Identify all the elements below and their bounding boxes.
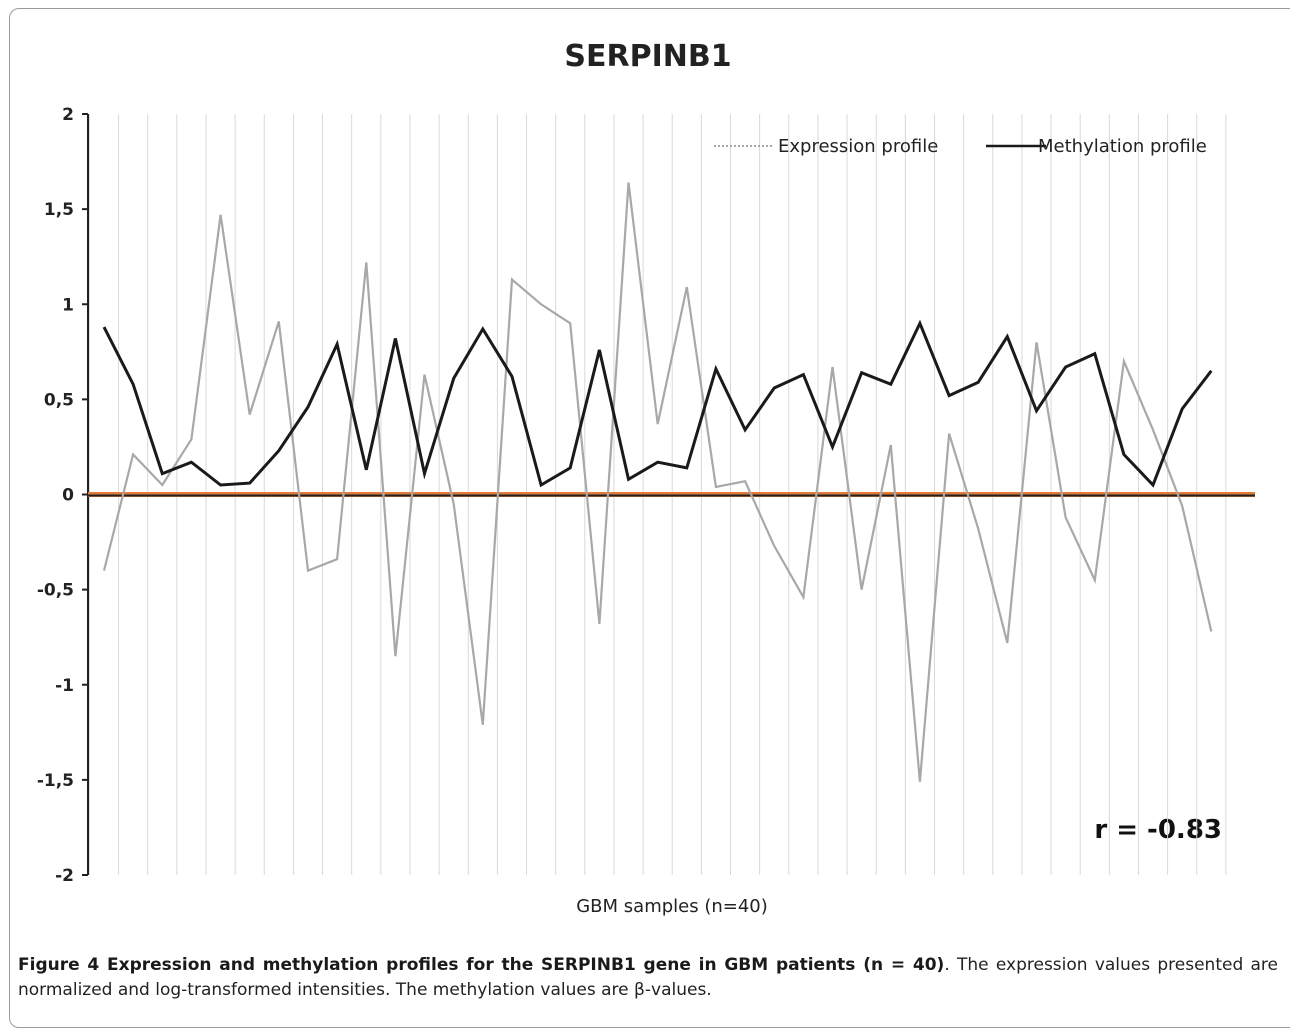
annotation: r = -0.83 bbox=[1094, 815, 1222, 845]
methylation-line bbox=[102, 319, 1213, 488]
caption: Figure 4 Expression and methylation prof… bbox=[18, 953, 1278, 1003]
y-tick-label: 0,5 bbox=[44, 390, 74, 410]
y-tick-label: -1,5 bbox=[37, 771, 74, 791]
chart: SERPINB1 GBM samples (n=40) r = -0.83 -2… bbox=[37, 39, 1255, 917]
expression-line bbox=[102, 182, 1213, 782]
legend-label: Methylation profile bbox=[1038, 136, 1207, 157]
chart-title: SERPINB1 bbox=[564, 39, 731, 74]
legend-label: Expression profile bbox=[778, 136, 938, 157]
y-tick-label: -1 bbox=[55, 676, 74, 696]
y-tick-label: -2 bbox=[55, 866, 74, 886]
caption-text: . The expression values presented are no… bbox=[18, 955, 1278, 1000]
y-tick-label: -0,5 bbox=[37, 581, 74, 601]
y-tick-label: 1 bbox=[62, 295, 74, 315]
x-axis-label: GBM samples (n=40) bbox=[576, 896, 768, 917]
caption-title: Figure 4 Expression and methylation prof… bbox=[18, 955, 945, 975]
y-tick-label: 2 bbox=[62, 105, 74, 125]
y-tick-label: 0 bbox=[62, 486, 74, 506]
y-tick-label: 1,5 bbox=[44, 200, 74, 220]
